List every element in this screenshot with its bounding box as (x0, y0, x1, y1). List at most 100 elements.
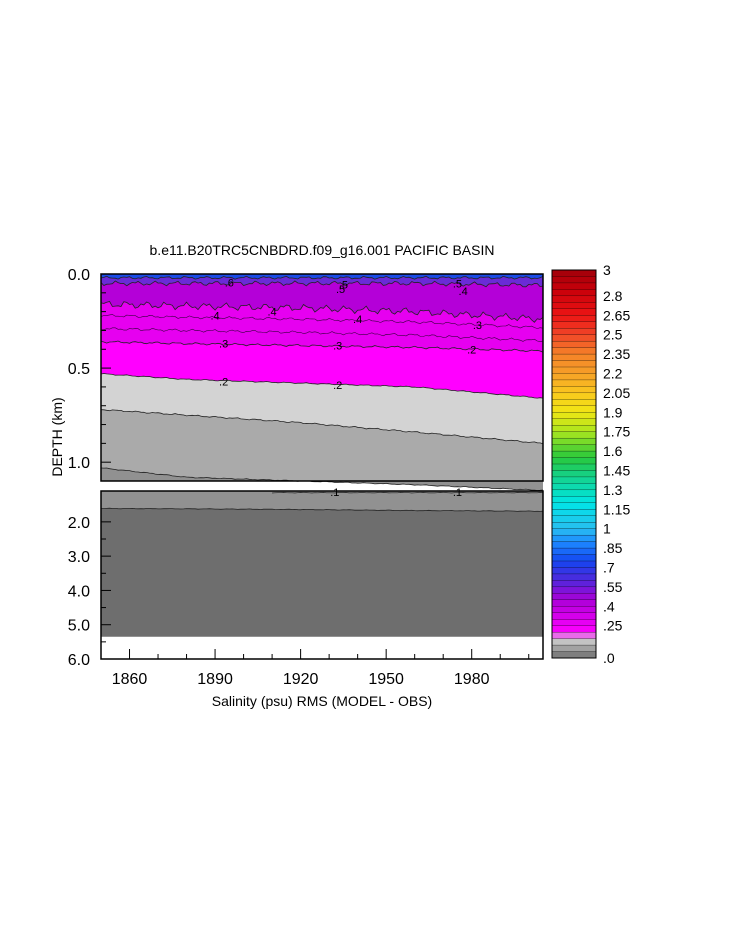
depth-band-0.4-0.5 (101, 280, 543, 323)
x-tick-labels: 1860 1890 1920 1950 1980 (112, 671, 490, 688)
colorbar-label: 2.5 (603, 327, 623, 343)
colorbar-cell (551, 567, 597, 575)
contour-label: .5 (336, 284, 345, 296)
colorbar-label: .7 (603, 559, 615, 575)
contour-line (100, 507, 544, 512)
colorbar-cell (551, 612, 597, 620)
colorbar-cell (551, 366, 597, 374)
colorbar-label: 2.05 (603, 385, 630, 401)
y-tick-label: 1.0 (68, 455, 90, 472)
colorbar-cell (551, 528, 597, 536)
depth-band-0.1-0.15 (101, 409, 543, 491)
colorbar-label: 1.3 (603, 482, 623, 498)
contour-label: .4 (268, 307, 277, 319)
colorbar-frame (551, 269, 597, 659)
depth-band-0.0-0.05 (101, 508, 543, 637)
colorbar-label: .25 (603, 618, 623, 634)
colorbar-cell (551, 302, 597, 310)
colorbar-cell (551, 315, 597, 323)
contour-line (272, 492, 544, 494)
colorbar-label: .4 (603, 598, 615, 614)
y-tick-labels: 0.0 0.5 1.0 2.0 3.0 4.0 5.0 6.0 (68, 267, 90, 669)
colorbar-label: 2.65 (603, 307, 630, 323)
colorbar-label: 1.9 (603, 404, 623, 420)
colorbar-cell (551, 282, 597, 290)
colorbar-label: 2.35 (603, 346, 630, 362)
x-tick-label: 1860 (112, 671, 148, 688)
contour-line (100, 373, 544, 399)
colorbar-cell (551, 625, 597, 633)
colorbar-cell (551, 619, 597, 627)
contour-labels: .6.5.5.5.4.4.4.4.3.3.3.2.2.2.1.1 (210, 277, 482, 499)
contour-label: .4 (353, 314, 362, 326)
colorbar-cell (551, 360, 597, 368)
y-tick-label: 5.0 (68, 618, 90, 635)
contour-label: .6 (225, 277, 234, 289)
x-tick-label: 1950 (368, 671, 404, 688)
colorbar-cell (551, 379, 597, 387)
colorbar-cell (551, 386, 597, 394)
depth-band-0.3-0.4 (101, 301, 543, 353)
contour-line (100, 280, 544, 288)
contour-label: .5 (339, 279, 348, 291)
colorbar-cell (551, 509, 597, 517)
colorbar-cell (551, 547, 597, 555)
depth-band-0.05-0.1 (101, 491, 543, 512)
contour-label: .1 (453, 487, 462, 499)
x-tick-label: 1920 (283, 671, 319, 688)
colorbar-cell (551, 483, 597, 491)
colorbar-cell (551, 308, 597, 316)
colorbar-cell (551, 599, 597, 607)
contour-label: .4 (459, 286, 468, 298)
axis-ticks (101, 273, 530, 660)
colorbar-cell (551, 502, 597, 510)
colorbar-cell (551, 573, 597, 581)
colorbar-labels: 3 2.8 2.65 2.5 2.35 2.2 2.05 1.9 1.75 1.6 1.45 1.3 1… (603, 262, 630, 666)
colorbar-cell (551, 418, 597, 426)
colorbar-cell (551, 593, 597, 601)
colorbar-cell (551, 289, 597, 297)
contour-label: .3 (219, 339, 228, 351)
colorbar-label: 2.2 (603, 365, 623, 381)
y-tick-label: 6.0 (68, 652, 90, 669)
colorbar-cell (551, 554, 597, 562)
contour-line (100, 301, 544, 323)
colorbar-cell (551, 399, 597, 407)
colorbar-cell (551, 580, 597, 588)
contour-label: .3 (473, 320, 482, 332)
colorbar-cell (551, 347, 597, 355)
y-tick-label: 4.0 (68, 583, 90, 600)
colorbar-cell (551, 412, 597, 420)
y-tick-label: 0.0 (68, 267, 90, 284)
colorbar-cell (551, 425, 597, 433)
contour-line (100, 275, 544, 280)
colorbar-cell (551, 405, 597, 413)
lower-panel-frame (100, 490, 544, 660)
colorbar-label: 1.6 (603, 443, 623, 459)
upper-panel-frame (100, 273, 544, 482)
contour-label: .2 (333, 380, 342, 392)
colorbar-cell (551, 638, 597, 646)
chart-title: b.e11.B20TRC5CNBDRD.f09_g16.001 PACIFIC … (150, 242, 495, 258)
colorbar-cell (551, 651, 597, 659)
colorbar-cell (551, 586, 597, 594)
colorbar-cell (551, 463, 597, 471)
colorbar-cell (551, 457, 597, 465)
colorbar-cell (551, 321, 597, 329)
colorbar-label: 1.45 (603, 462, 630, 478)
colorbar-cell (551, 328, 597, 336)
depth-band-0.15-0.2 (101, 373, 543, 444)
colorbar-label: 2.8 (603, 288, 623, 304)
y-tick-label: 2.0 (68, 515, 90, 532)
colorbar-label: .55 (603, 579, 623, 595)
x-axis-label: Salinity (psu) RMS (MODEL - OBS) (212, 693, 432, 709)
colorbar-cell (551, 541, 597, 549)
colorbar-cell (551, 644, 597, 652)
y-tick-label: 3.0 (68, 549, 90, 566)
colorbar-label: 1 (603, 521, 611, 537)
colorbar-cell (551, 476, 597, 484)
y-axis-label: DEPTH (km) (49, 397, 65, 476)
contour-line (100, 409, 544, 445)
contour-label: .5 (453, 278, 462, 290)
colorbar-cell (551, 392, 597, 400)
